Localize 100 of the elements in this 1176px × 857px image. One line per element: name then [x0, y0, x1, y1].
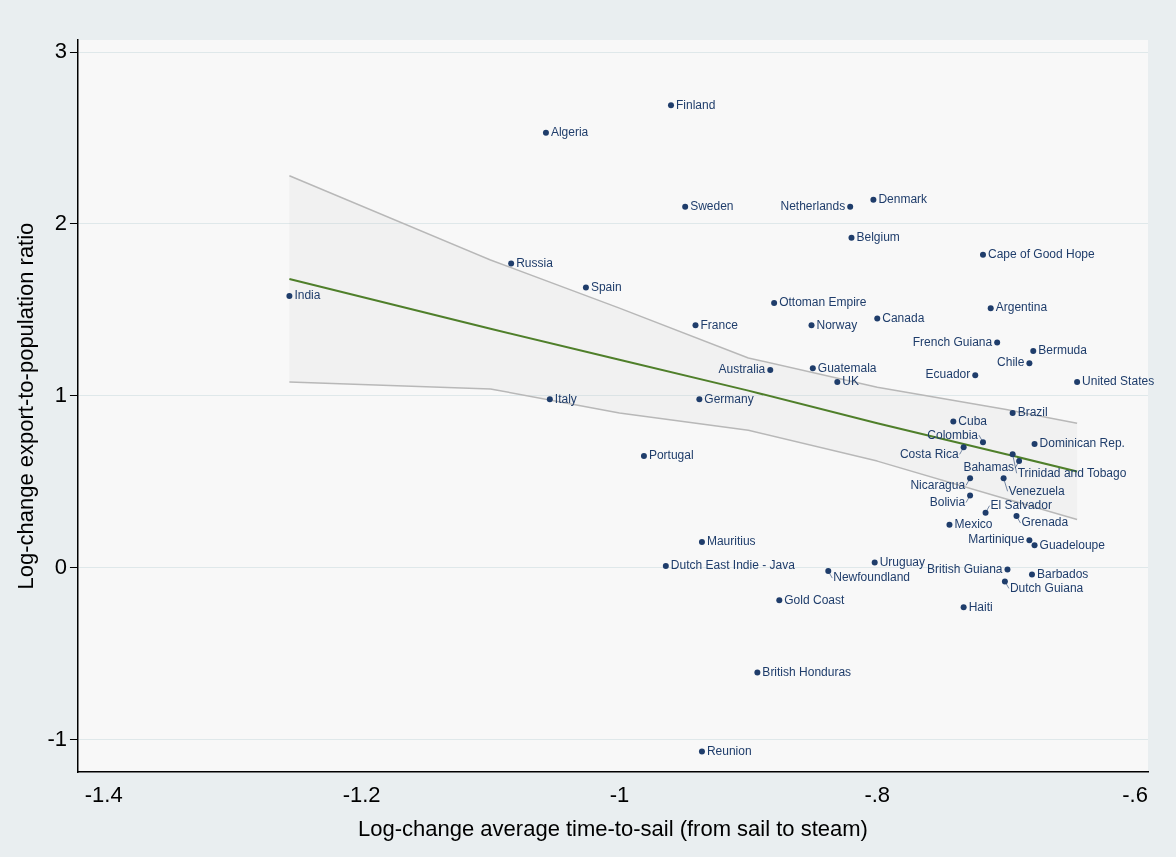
point: [972, 372, 979, 379]
point: [767, 367, 774, 374]
point: [950, 418, 957, 425]
annotation: Dutch Guiana: [1009, 580, 1084, 595]
point: [871, 559, 878, 566]
annotation: Ottoman Empire: [779, 295, 867, 310]
annotation: Chile: [997, 355, 1025, 370]
point: [834, 379, 841, 386]
annotation: Norway: [816, 317, 858, 332]
annotation: Italy: [554, 391, 577, 406]
point: [1074, 379, 1081, 386]
annotation: Dutch East Indie - Java: [670, 558, 796, 573]
point: [546, 396, 553, 403]
annotation: Martinique: [968, 532, 1025, 547]
annotation: French Guiana: [912, 334, 993, 349]
point: [1026, 537, 1033, 544]
annotation: Australia: [718, 362, 766, 377]
point: [808, 322, 815, 329]
annotation: Spain: [590, 279, 622, 294]
y-tick-label: 3: [54, 38, 67, 64]
point: [1026, 360, 1033, 367]
annotation: Haiti: [968, 599, 993, 614]
annotation: Ecuador: [925, 367, 971, 382]
annotation: Netherlands: [780, 199, 846, 214]
annotation: Finland: [675, 97, 716, 112]
point: [848, 234, 855, 241]
annotation: India: [294, 288, 321, 303]
point: [1028, 571, 1035, 578]
y-axis-title: Log-change export-to-population ratio: [13, 222, 39, 590]
point: [542, 129, 549, 136]
annotation: UK: [842, 374, 859, 389]
annotation: Portugal: [648, 448, 694, 463]
annotation: Denmark: [878, 192, 929, 207]
point: [754, 669, 761, 676]
annotation: Grenada: [1021, 515, 1069, 530]
annotation: Cape of Good Hope: [987, 247, 1096, 262]
point: [668, 102, 674, 109]
point: [662, 562, 669, 569]
point: [870, 196, 877, 203]
y-tick-label: 2: [54, 209, 67, 235]
point: [874, 315, 881, 322]
point: [987, 305, 994, 312]
annotation: Brazil: [1017, 405, 1048, 420]
x-tick-label: -1: [609, 782, 630, 808]
annotation: Cuba: [958, 413, 988, 428]
annotation: Bermuda: [1038, 343, 1088, 358]
annotation: Algeria: [550, 125, 589, 140]
x-tick-label: -.6: [1122, 782, 1148, 808]
annotation: Dominican Rep.: [1039, 436, 1125, 451]
point: [286, 293, 293, 300]
point: [960, 604, 967, 611]
annotation: Mexico: [954, 517, 993, 532]
point: [1030, 348, 1037, 355]
x-tick-label: -1.4: [84, 782, 123, 808]
annotation: Canada: [882, 310, 925, 325]
annotation: Guadeloupe: [1039, 537, 1106, 552]
point: [692, 322, 699, 329]
annotation: Colombia: [927, 427, 979, 442]
annotation: El Salvador: [990, 497, 1052, 512]
y-tick-label: 0: [54, 553, 67, 579]
annotation: Germany: [704, 391, 754, 406]
point: [1009, 409, 1016, 416]
annotation: France: [700, 317, 739, 332]
point: [698, 538, 705, 545]
annotation: Argentina: [995, 300, 1048, 315]
annotation: Sweden: [690, 199, 734, 214]
point: [698, 748, 705, 755]
point: [582, 284, 589, 291]
point: [508, 260, 515, 267]
annotation: Russia: [516, 255, 554, 270]
annotation: Uruguay: [879, 554, 926, 569]
annotation: Guatemala: [817, 360, 877, 375]
point: [682, 203, 689, 210]
annotation: Newfoundland: [833, 570, 911, 585]
annotation: Nicaragua: [910, 477, 966, 492]
point: [1031, 542, 1038, 549]
point: [771, 299, 778, 306]
annotation: British Honduras: [762, 664, 852, 679]
point: [994, 339, 1001, 346]
point: [1031, 440, 1038, 447]
point: [776, 597, 783, 604]
x-tick-label: -1.2: [342, 782, 381, 808]
annotation: Belgium: [856, 229, 900, 244]
point: [809, 365, 816, 372]
annotation: Bolivia: [929, 494, 966, 509]
point: [979, 251, 986, 258]
point: [847, 203, 854, 210]
point: [1016, 458, 1023, 465]
annotation: Costa Rica: [899, 446, 959, 461]
point: [696, 396, 703, 403]
annotation: Mauritius: [706, 534, 756, 549]
annotation: Venezuela: [1008, 483, 1065, 498]
annotation: Barbados: [1036, 566, 1089, 581]
annotation: Reunion: [706, 743, 752, 758]
annotation: United States: [1082, 374, 1155, 389]
x-axis-title: Log-change average time-to-sail (from sail to steam): [358, 815, 868, 841]
point: [640, 452, 647, 459]
point: [946, 521, 953, 528]
y-tick-label: 1: [54, 381, 67, 407]
annotation: Gold Coast: [784, 592, 845, 607]
